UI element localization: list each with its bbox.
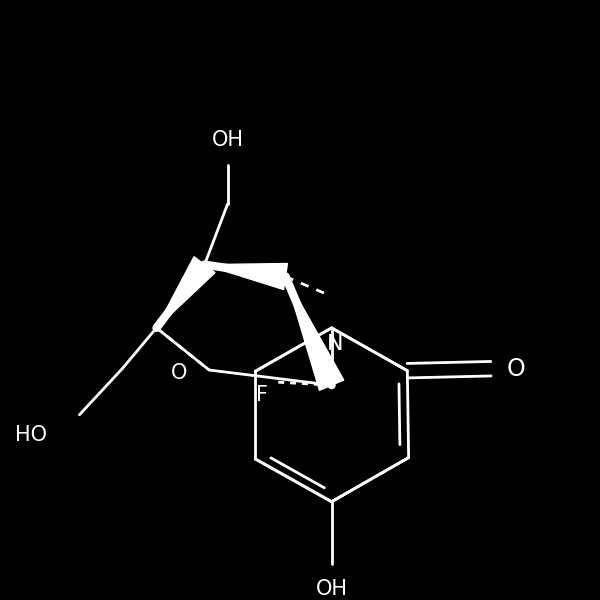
- Text: F: F: [256, 385, 268, 405]
- Text: N: N: [326, 334, 343, 355]
- Text: OH: OH: [212, 130, 244, 149]
- Text: HO: HO: [14, 425, 47, 445]
- Polygon shape: [205, 263, 287, 290]
- Text: OH: OH: [316, 579, 347, 599]
- Polygon shape: [286, 277, 344, 391]
- Text: O: O: [172, 364, 188, 383]
- Polygon shape: [157, 257, 215, 328]
- Text: O: O: [506, 357, 526, 381]
